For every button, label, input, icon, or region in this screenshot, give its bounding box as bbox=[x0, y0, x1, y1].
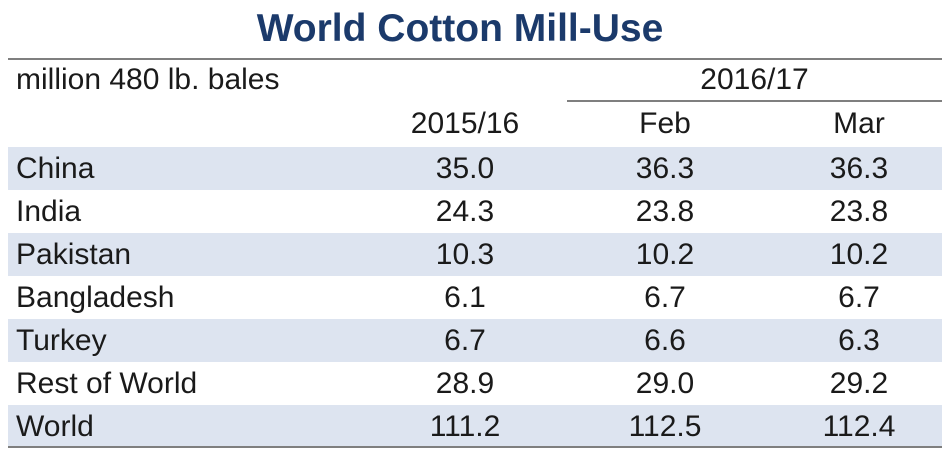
row-label: India bbox=[16, 195, 82, 228]
cell-value: 10.3 bbox=[435, 238, 495, 271]
column-header-2015-16: 2015/16 bbox=[410, 107, 520, 140]
cell-value: 111.2 bbox=[429, 410, 501, 443]
top-rule bbox=[8, 58, 942, 60]
row-label: China bbox=[16, 152, 95, 185]
cell-value: 6.7 bbox=[444, 324, 486, 357]
row-label: Rest of World bbox=[16, 367, 198, 400]
cell-value: 36.3 bbox=[829, 152, 889, 185]
cell-value: 112.4 bbox=[822, 410, 896, 443]
cell-value: 6.7 bbox=[644, 281, 686, 314]
cell-value: 29.0 bbox=[635, 367, 695, 400]
row-label: World bbox=[16, 410, 94, 443]
table-row: China 35.0 36.3 36.3 bbox=[8, 147, 942, 190]
table-row: Bangladesh 6.1 6.7 6.7 bbox=[8, 276, 942, 319]
cell-value: 10.2 bbox=[635, 238, 695, 271]
column-group-rule bbox=[567, 100, 942, 102]
row-label: Turkey bbox=[16, 324, 107, 357]
cell-value: 35.0 bbox=[435, 152, 495, 185]
table-body: China 35.0 36.3 36.3 India 24.3 23.8 23.… bbox=[8, 147, 942, 448]
table-row-total: World 111.2 112.5 112.4 bbox=[8, 405, 942, 448]
table-row: Turkey 6.7 6.6 6.3 bbox=[8, 319, 942, 362]
table-title: World Cotton Mill-Use bbox=[256, 7, 664, 50]
row-label: Pakistan bbox=[16, 238, 132, 271]
cell-value: 23.8 bbox=[635, 195, 695, 228]
cell-value: 6.6 bbox=[644, 324, 686, 357]
cell-value: 36.3 bbox=[635, 152, 695, 185]
cell-value: 24.3 bbox=[435, 195, 495, 228]
column-header-mar: Mar bbox=[833, 107, 885, 140]
cell-value: 28.9 bbox=[435, 367, 495, 400]
column-header-feb: Feb bbox=[639, 107, 691, 140]
bottom-rule bbox=[8, 446, 942, 448]
cell-value: 6.3 bbox=[838, 324, 880, 357]
table-row: Rest of World 28.9 29.0 29.2 bbox=[8, 362, 942, 405]
cell-value: 6.1 bbox=[444, 281, 486, 314]
unit-label: million 480 lb. bales bbox=[16, 63, 280, 96]
cell-value: 29.2 bbox=[829, 367, 889, 400]
row-label: Bangladesh bbox=[16, 281, 175, 314]
cell-value: 23.8 bbox=[829, 195, 889, 228]
cell-value: 112.5 bbox=[628, 410, 702, 443]
table-row: Pakistan 10.3 10.2 10.2 bbox=[8, 233, 942, 276]
cell-value: 10.2 bbox=[829, 238, 889, 271]
cell-value: 6.7 bbox=[838, 281, 880, 314]
column-group-label: 2016/17 bbox=[700, 63, 809, 96]
table-row: India 24.3 23.8 23.8 bbox=[8, 190, 942, 233]
